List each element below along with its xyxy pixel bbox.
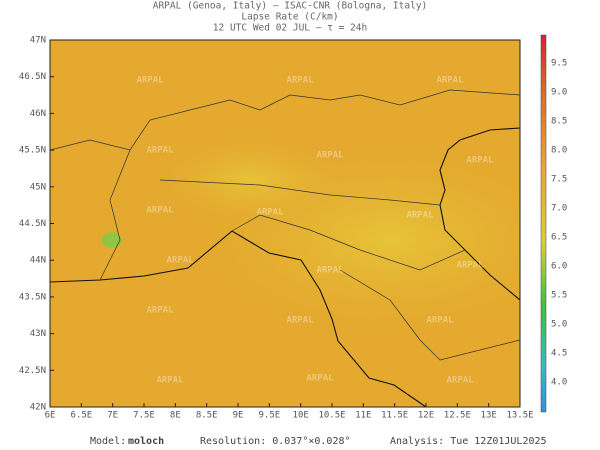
- colorbar-label: 9.5: [551, 59, 567, 69]
- watermark: ARPAL: [256, 208, 284, 218]
- watermark: ARPAL: [306, 374, 334, 384]
- lon-label: 11.5E: [381, 411, 408, 421]
- colorbar-label: 6.0: [551, 262, 567, 272]
- map-field: [50, 40, 520, 407]
- lat-label: 44N: [30, 256, 46, 266]
- watermark: ARPAL: [146, 146, 174, 156]
- watermark: ARPAL: [436, 76, 464, 86]
- colorbar-label: 7.0: [551, 204, 567, 214]
- colorbar-label: 7.5: [551, 175, 567, 185]
- footer-label: Model:: [90, 436, 126, 447]
- watermark: ARPAL: [156, 376, 184, 386]
- border: [99, 149, 131, 281]
- watermark: ARPAL: [286, 316, 314, 326]
- lon-label: 10.5E: [318, 411, 345, 421]
- colorbar-label: 5.0: [551, 320, 567, 330]
- header-line: Lapse Rate (C/km): [241, 12, 338, 23]
- coastline: [439, 127, 520, 301]
- watermark: ARPAL: [426, 316, 454, 326]
- colorbar-label: 5.5: [551, 291, 567, 301]
- lat-label: 43.5N: [19, 292, 46, 302]
- lon-label: 8.5E: [196, 411, 218, 421]
- watermark: ARPAL: [146, 206, 174, 216]
- lat-label: 44.5N: [19, 219, 46, 229]
- colorbar-label: 4.0: [551, 378, 567, 388]
- lon-label: 12.5E: [444, 411, 471, 421]
- watermark: ARPAL: [286, 76, 314, 86]
- watermark: ARPAL: [316, 151, 344, 161]
- watermark: ARPAL: [466, 156, 494, 166]
- watermark: ARPAL: [136, 76, 164, 86]
- border: [339, 269, 520, 361]
- footer-analysis: Analysis: Tue 12Z01JUL2025: [390, 436, 547, 447]
- lon-label: 13E: [481, 411, 497, 421]
- lat-label: 42N: [30, 403, 46, 413]
- colorbar-label: 8.5: [551, 117, 567, 127]
- footer-resolution: Resolution: 0.037°×0.028°: [200, 436, 351, 447]
- border: [231, 214, 466, 271]
- colorbar-label: 9.0: [551, 88, 567, 98]
- lat-label: 46.5N: [19, 72, 46, 82]
- watermark: ARPAL: [316, 266, 344, 276]
- watermark: ARPAL: [146, 306, 174, 316]
- lon-label: 6.5E: [70, 411, 92, 421]
- lat-label: 45N: [30, 182, 46, 192]
- lon-label: 6E: [45, 411, 56, 421]
- lat-label: 43N: [30, 329, 46, 339]
- lat-label: 47N: [30, 36, 46, 46]
- lon-label: 9E: [233, 411, 244, 421]
- watermark: ARPAL: [456, 261, 484, 271]
- colorbar-label: 8.0: [551, 146, 567, 156]
- colorbar-label: 4.5: [551, 349, 567, 359]
- header-line: 12 UTC Wed 02 JUL – τ = 24h: [213, 23, 367, 34]
- lon-label: 7.5E: [133, 411, 155, 421]
- footer-model: moloch: [128, 436, 164, 447]
- lat-label: 45.5N: [19, 146, 46, 156]
- header-line: ARPAL (Genoa, Italy) – ISAC-CNR (Bologna…: [153, 1, 428, 12]
- lon-label: 8E: [170, 411, 181, 421]
- watermark: ARPAL: [406, 211, 434, 221]
- lon-label: 11E: [355, 411, 371, 421]
- lon-label: 9.5E: [258, 411, 280, 421]
- coastline: [50, 230, 427, 407]
- border: [159, 179, 441, 206]
- colorbar: [540, 34, 547, 413]
- lon-label: 13.5E: [506, 411, 533, 421]
- field-area: [160, 140, 340, 220]
- watermark: ARPAL: [446, 376, 474, 386]
- watermark: ARPAL: [166, 256, 194, 266]
- field-area: [102, 232, 122, 248]
- lat-label: 46N: [30, 109, 46, 119]
- lon-label: 7E: [107, 411, 118, 421]
- lon-label: 10E: [293, 411, 309, 421]
- lon-label: 12E: [418, 411, 434, 421]
- lat-label: 42.5N: [19, 366, 46, 376]
- colorbar-label: 6.5: [551, 233, 567, 243]
